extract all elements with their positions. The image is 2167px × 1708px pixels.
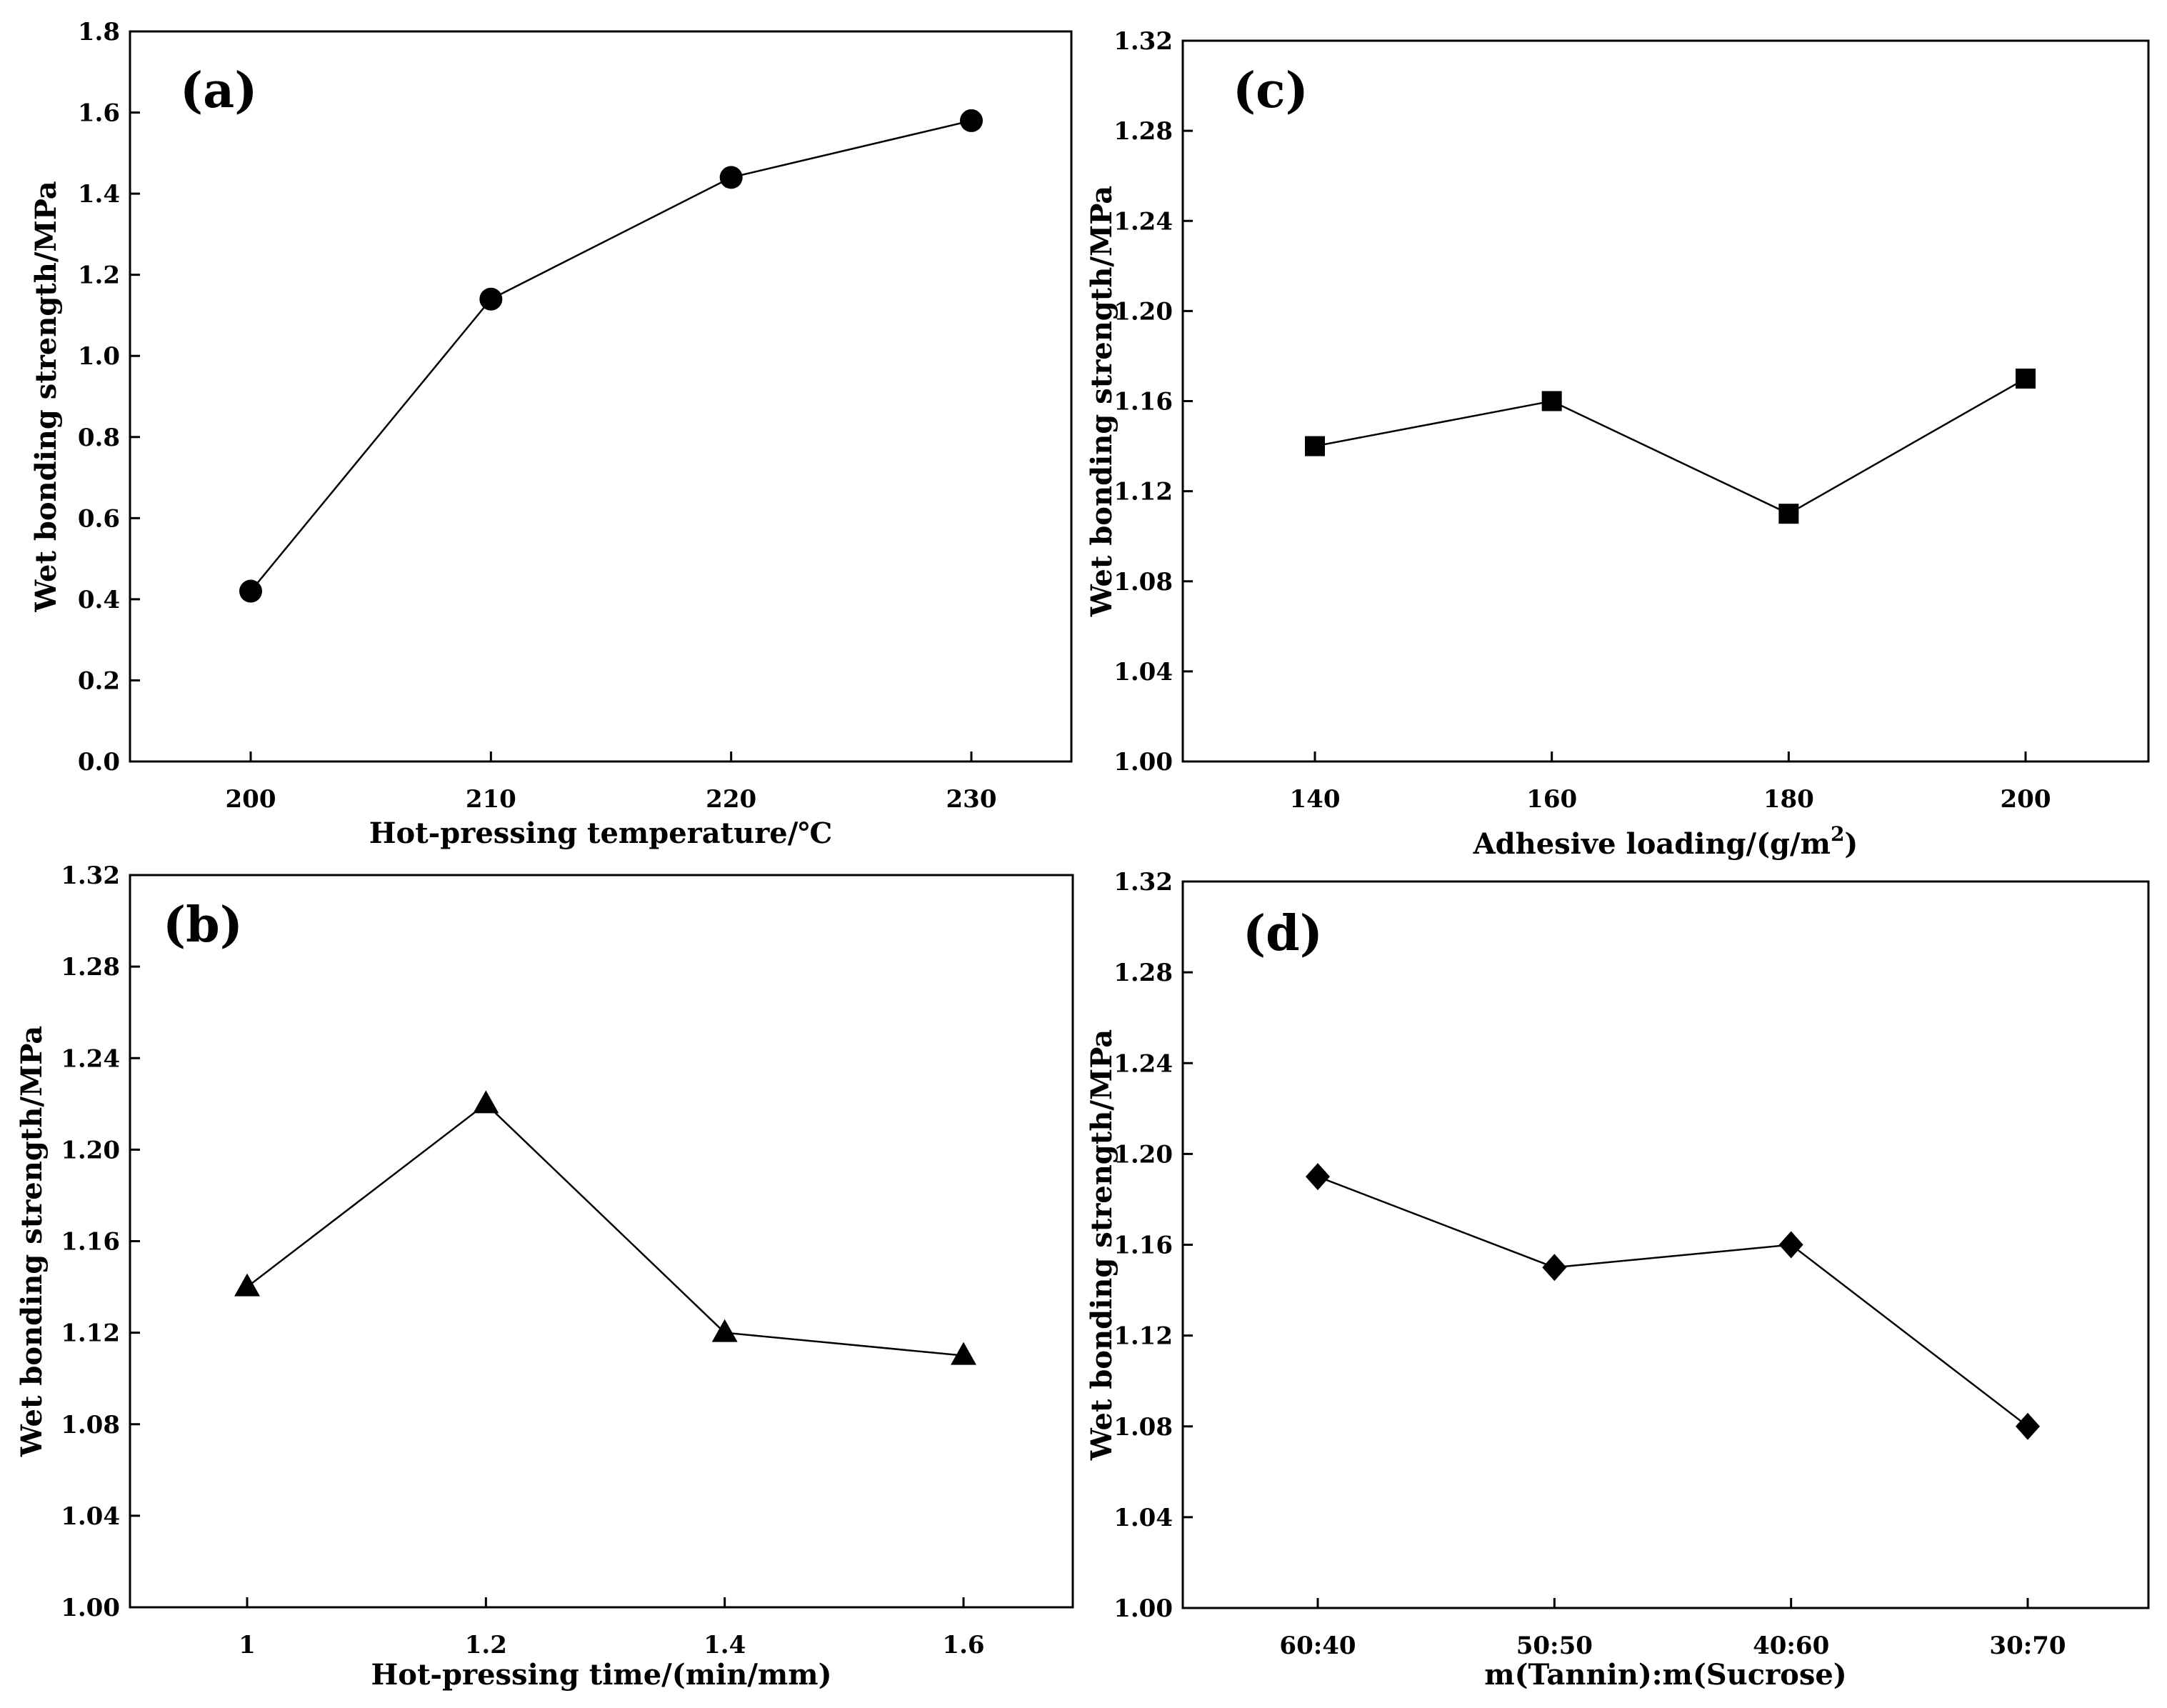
plot-frame <box>129 874 1074 1609</box>
panel-label: (b) <box>163 897 243 954</box>
y-tick-label: 1.20 <box>1113 297 1173 326</box>
x-axis-label: Adhesive loading/(g/m2) <box>1473 822 1858 861</box>
series-line <box>250 119 972 592</box>
x-tick-label: 180 <box>1763 785 1814 814</box>
y-tick-label: 1.00 <box>61 1594 120 1622</box>
y-tick-label: 1.28 <box>61 953 120 982</box>
x-tick-label: 1 <box>239 1631 256 1659</box>
y-tick-label: 1.4 <box>78 180 120 209</box>
x-tick-label: 60:40 <box>1279 1632 1356 1660</box>
data-point <box>2016 368 2036 389</box>
y-axis-label: Wet bonding strength/MPa <box>1085 186 1118 617</box>
data-point <box>479 287 503 311</box>
data-point <box>473 1090 499 1114</box>
y-tick-label: 1.08 <box>61 1411 120 1439</box>
data-point <box>234 1273 260 1297</box>
x-tick-label: 50:50 <box>1516 1632 1593 1660</box>
y-tick-label: 1.0 <box>78 342 120 371</box>
y-tick-label: 1.8 <box>78 18 120 46</box>
series-line <box>1317 1175 2028 1427</box>
y-tick-label: 0.8 <box>78 424 120 452</box>
x-axis-label: Hot-pressing time/(min/mm) <box>371 1658 831 1692</box>
y-tick-label: 1.04 <box>1113 658 1173 686</box>
y-tick-label: 1.32 <box>1113 868 1173 897</box>
y-tick-label: 0.4 <box>78 586 120 614</box>
y-axis-label: Wet bonding strength/MPa <box>1085 1029 1118 1461</box>
x-tick-label: 30:70 <box>1989 1632 2066 1660</box>
panel-label: (c) <box>1233 62 1308 119</box>
data-point <box>951 1342 976 1365</box>
x-tick-label: 1.6 <box>942 1631 984 1659</box>
panel-label: (d) <box>1243 905 1323 962</box>
x-tick-label: 1.4 <box>704 1631 746 1659</box>
y-tick-label: 1.32 <box>61 862 120 890</box>
data-point <box>2016 1412 2040 1440</box>
y-tick-label: 1.24 <box>1113 1049 1173 1078</box>
x-tick-label: 220 <box>706 785 756 814</box>
chart-panel-c: 1.00 1.04 1.08 1.12 1.16 1.20 1.24 1.28 1.32 140 1… <box>1085 27 2150 861</box>
panel-label: (a) <box>180 62 257 119</box>
y-tick-label: 1.28 <box>1113 959 1173 987</box>
y-tick-label: 1.16 <box>1113 388 1173 416</box>
x-tick-label: 200 <box>226 785 276 814</box>
y-tick-label: 1.00 <box>1113 748 1173 776</box>
x-tick-label: 210 <box>466 785 516 814</box>
x-axis-label: Hot-pressing temperature/℃ <box>369 816 833 850</box>
chart-panel-d: 1.00 1.04 1.08 1.12 1.16 1.20 1.24 1.28 1.32 60:4… <box>1085 868 2150 1692</box>
y-tick-label: 0.6 <box>78 504 120 533</box>
y-tick-label: 1.28 <box>1113 117 1173 146</box>
y-tick-label: 1.12 <box>1113 1322 1173 1351</box>
data-point <box>1306 1163 1330 1191</box>
x-tick-label: 230 <box>946 785 997 814</box>
x-tick-label: 160 <box>1526 785 1577 814</box>
y-tick-label: 1.04 <box>61 1502 120 1531</box>
y-tick-label: 1.12 <box>61 1319 120 1348</box>
y-tick-label: 1.32 <box>1113 27 1173 56</box>
x-axis-label: m(Tannin):m(Sucrose) <box>1484 1658 1846 1692</box>
plot-frame <box>1181 39 2150 763</box>
y-tick-label: 0.0 <box>78 748 120 776</box>
y-axis-label: Wet bonding strength/MPa <box>15 1026 49 1457</box>
y-tick-label: 1.24 <box>61 1044 120 1073</box>
y-tick-label: 1.2 <box>78 261 120 290</box>
chart-panel-b: 1.00 1.04 1.08 1.12 1.16 1.20 1.24 1.28 1.32 1 1.2… <box>15 862 1074 1692</box>
y-tick-label: 0.2 <box>78 666 120 695</box>
y-tick-label: 1.08 <box>1113 1413 1173 1442</box>
data-point <box>960 109 983 132</box>
data-point <box>719 166 743 189</box>
y-tick-label: 1.6 <box>78 99 120 128</box>
y-tick-label: 1.00 <box>1113 1594 1173 1623</box>
x-axis-label-superscript: 2 <box>1831 822 1844 846</box>
data-point <box>239 579 262 603</box>
y-tick-label: 1.16 <box>61 1228 120 1257</box>
data-point <box>1778 1231 1803 1259</box>
y-tick-label: 1.24 <box>1113 207 1173 236</box>
y-tick-label: 1.08 <box>1113 568 1173 596</box>
y-tick-label: 1.12 <box>1113 478 1173 506</box>
data-point <box>711 1319 738 1342</box>
y-tick-label: 1.20 <box>1113 1140 1173 1169</box>
y-tick-label: 1.20 <box>61 1136 120 1164</box>
x-tick-label: 140 <box>1290 785 1341 814</box>
chart-panel-a: 0.0 0.2 0.4 0.6 0.8 1.0 1.2 1.4 1.6 1.8 200 210 220 2… <box>29 18 1073 850</box>
series-line <box>1314 377 2026 515</box>
series-line <box>246 1102 964 1357</box>
x-axis-label-end: ) <box>1844 827 1858 861</box>
data-point <box>1778 504 1799 524</box>
y-axis-label: Wet bonding strength/MPa <box>29 181 63 612</box>
data-point <box>1305 436 1325 456</box>
plot-frame <box>1181 880 2150 1609</box>
data-point <box>1542 1254 1567 1282</box>
y-tick-label: 1.04 <box>1113 1504 1173 1532</box>
x-tick-label: 1.2 <box>465 1631 507 1659</box>
plot-frame <box>129 30 1073 763</box>
x-tick-label: 40:60 <box>1753 1632 1829 1660</box>
x-tick-label: 200 <box>2001 785 2051 814</box>
y-tick-label: 1.16 <box>1113 1232 1173 1260</box>
data-point <box>1541 391 1562 411</box>
